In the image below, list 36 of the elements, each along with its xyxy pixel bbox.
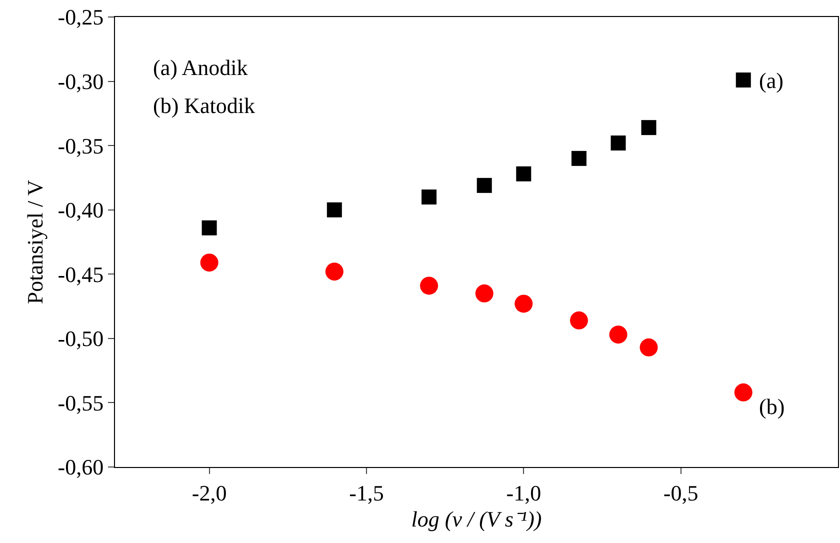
x-tick-label: -2,0 bbox=[192, 480, 227, 506]
point bbox=[420, 276, 438, 295]
point bbox=[475, 284, 494, 302]
point bbox=[326, 202, 342, 218]
x-tick-label: -0,5 bbox=[663, 480, 698, 506]
x-axis-title: log (v / (V s⁻¹)) bbox=[411, 506, 542, 532]
y-tick-label: -0,60 bbox=[58, 454, 104, 480]
x-tick-label: -1,0 bbox=[506, 480, 542, 506]
point bbox=[734, 383, 752, 402]
point bbox=[609, 326, 628, 344]
point bbox=[514, 294, 533, 313]
point bbox=[516, 166, 532, 182]
point bbox=[736, 72, 751, 88]
y-tick-label: -0,35 bbox=[58, 133, 104, 158]
y-tick-label: -0,45 bbox=[58, 262, 104, 287]
point bbox=[640, 338, 658, 356]
y-tick-label: -0,50 bbox=[58, 326, 104, 352]
point bbox=[200, 254, 218, 272]
y-tick-label: -0,30 bbox=[58, 68, 104, 94]
point bbox=[571, 150, 586, 166]
point bbox=[641, 120, 656, 136]
series-label: (a) bbox=[759, 68, 784, 93]
point bbox=[422, 190, 437, 204]
y-tick-label: -0,55 bbox=[58, 390, 104, 416]
point bbox=[202, 220, 217, 236]
point bbox=[476, 178, 492, 193]
x-tick-label: -1,5 bbox=[349, 480, 384, 506]
point bbox=[325, 262, 344, 281]
series-label: (b) bbox=[759, 394, 785, 419]
annotation: (a) Anodik bbox=[153, 55, 248, 80]
y-tick-label: -0,25 bbox=[58, 4, 104, 30]
y-tick-label: -0,40 bbox=[58, 198, 104, 223]
annotation: (b) Katodik bbox=[153, 93, 256, 118]
y-axis-title: Potansiyel / V bbox=[22, 180, 48, 304]
point bbox=[570, 311, 588, 330]
point bbox=[610, 136, 626, 150]
